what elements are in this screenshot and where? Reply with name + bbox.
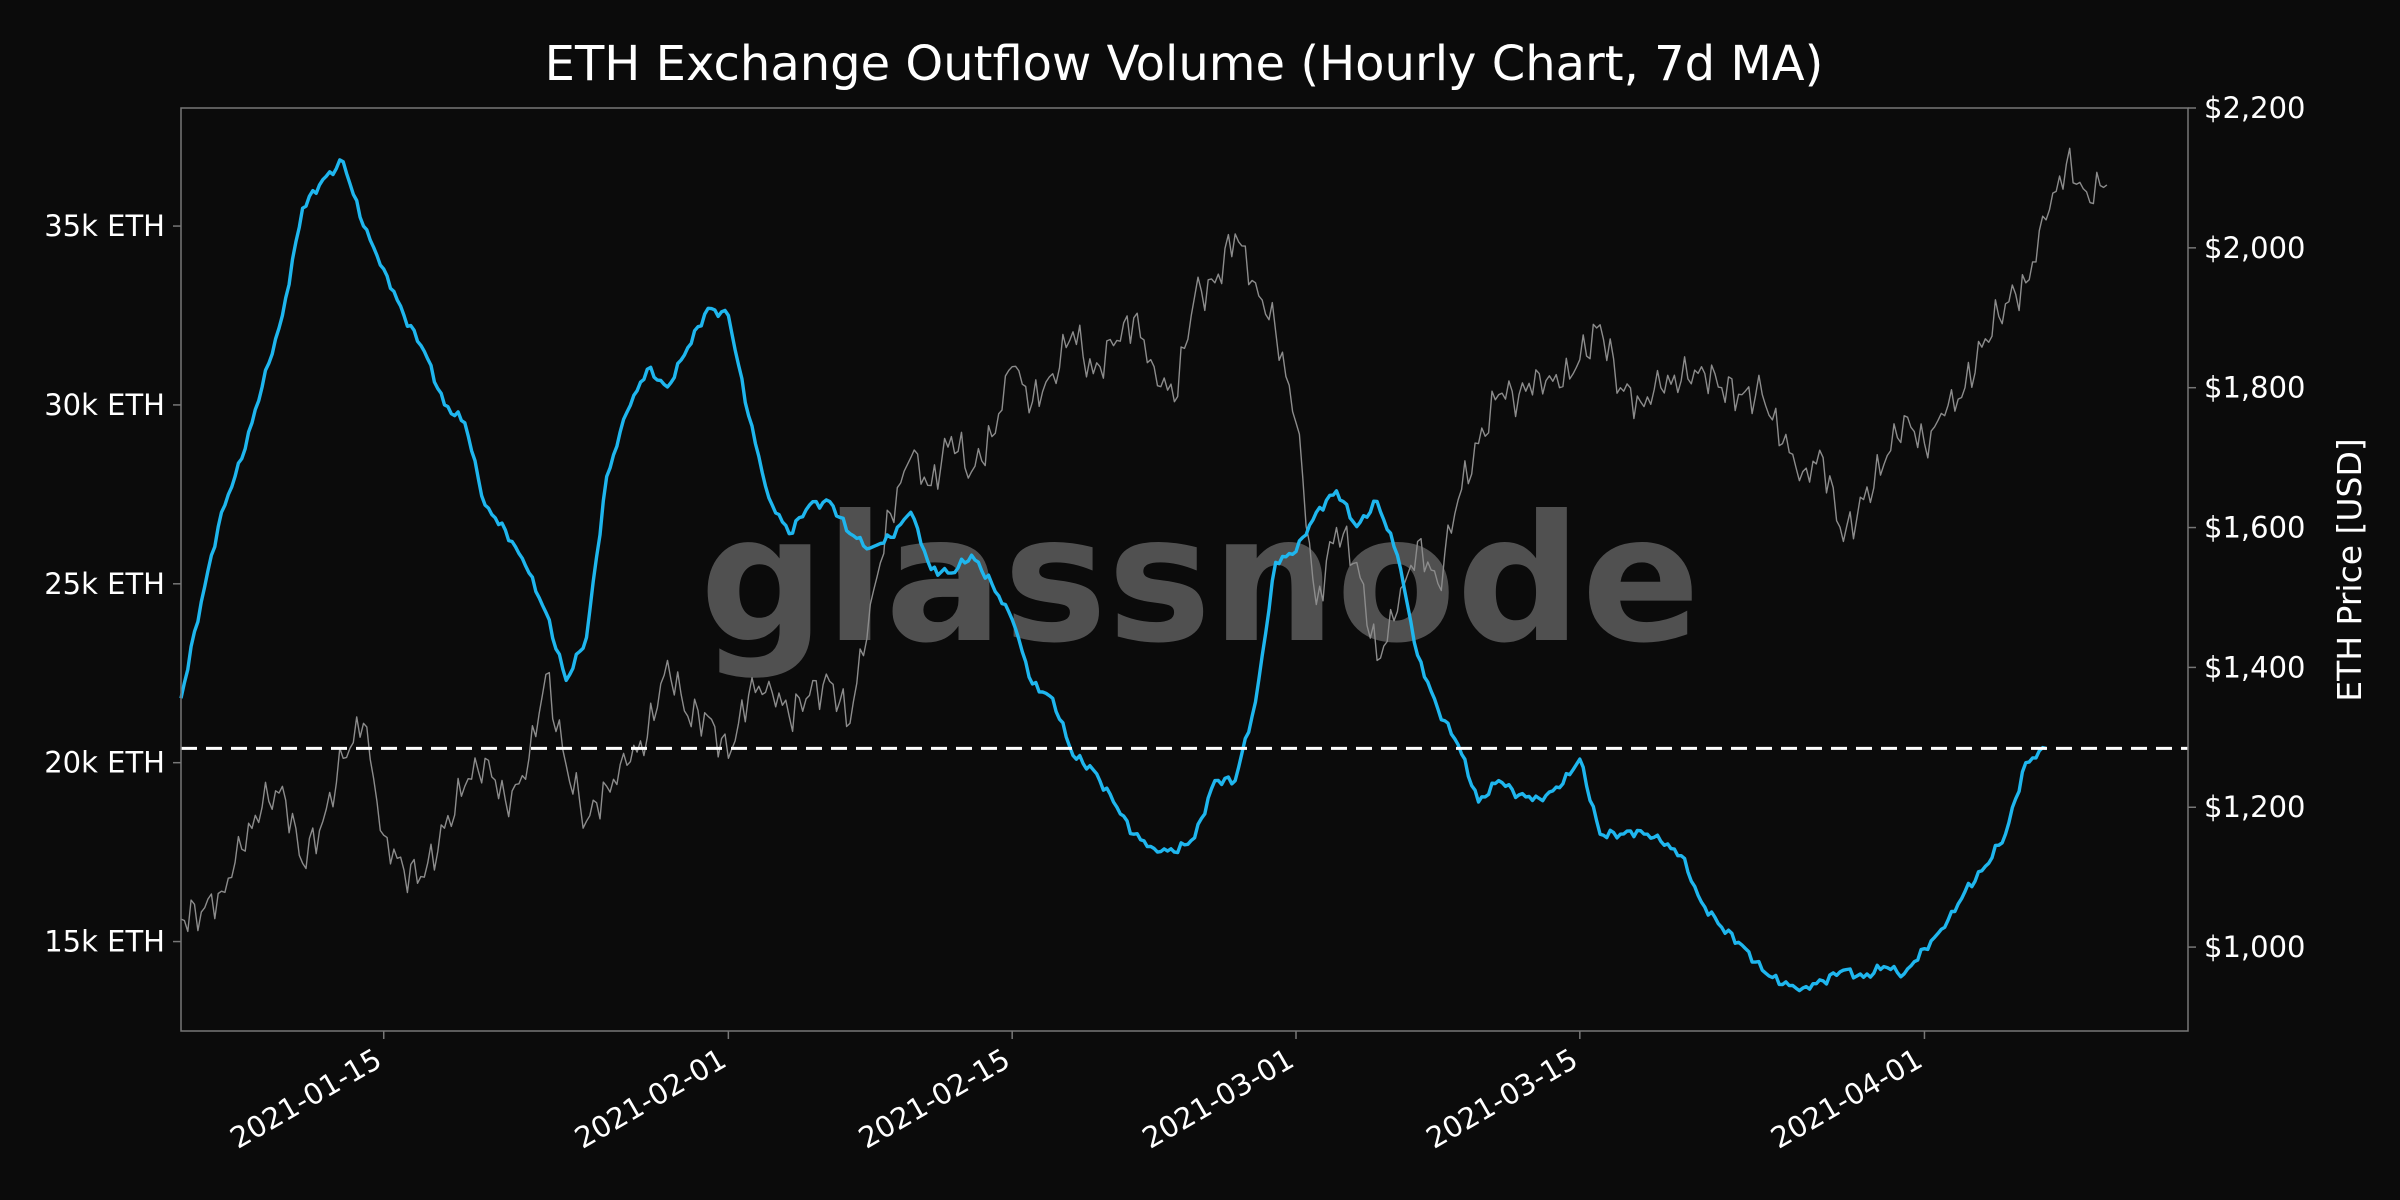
price-series (180, 147, 2108, 933)
left-tick-label: 15k ETH (44, 925, 165, 959)
left-tick-label: 30k ETH (44, 388, 165, 422)
chart-title: ETH Exchange Outflow Volume (Hourly Char… (545, 36, 1824, 92)
right-tick-label: $1,000 (2204, 930, 2305, 964)
left-tick-label: 35k ETH (44, 209, 165, 243)
right-tick-label: $2,000 (2204, 231, 2305, 265)
right-tick-label: $1,600 (2204, 511, 2305, 545)
right-axis-label: ETH Price [USD] (2330, 438, 2369, 702)
outflow-line (179, 158, 2047, 993)
right-tick-label: $1,400 (2204, 650, 2305, 684)
price-line (180, 147, 2108, 933)
left-tick-label: 25k ETH (44, 567, 165, 601)
right-tick-label: $2,200 (2204, 91, 2305, 125)
right-tick-label: $1,200 (2204, 790, 2305, 824)
left-tick-label: 20k ETH (44, 746, 165, 780)
right-tick-label: $1,800 (2204, 371, 2305, 405)
plot-frame (180, 107, 2189, 1032)
outflow-series (179, 158, 2047, 993)
watermark-text: glassnode (700, 479, 1700, 682)
